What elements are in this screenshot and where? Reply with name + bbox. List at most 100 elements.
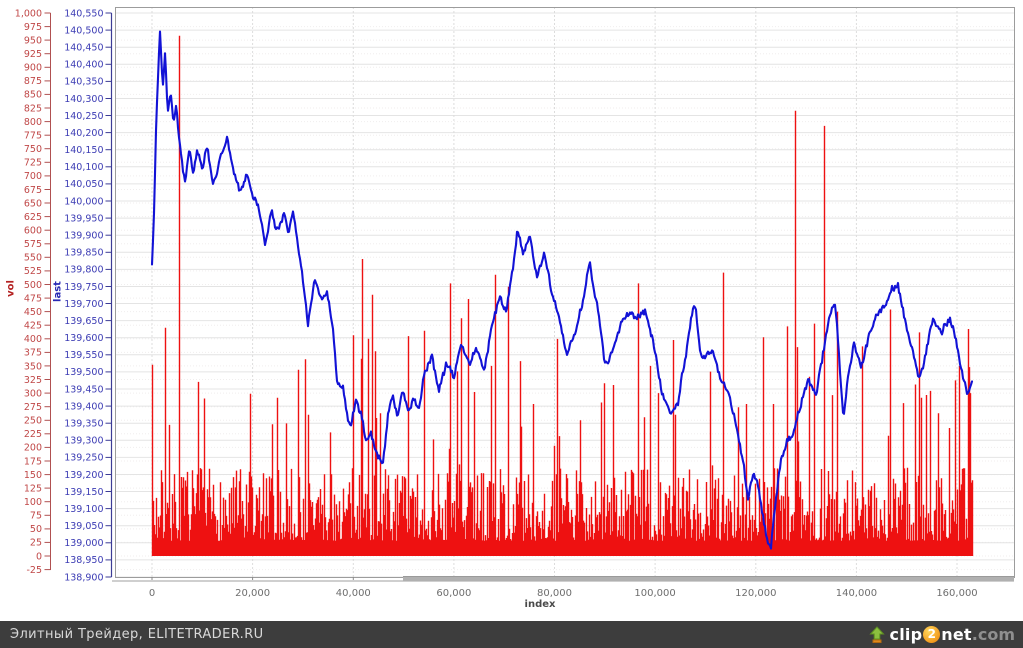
logo-net: net — [941, 625, 972, 644]
h-scrollbar-track[interactable] — [112, 580, 1014, 582]
vol-tick-label: 750 — [24, 144, 42, 155]
last-tick-label: 140,400 — [64, 60, 103, 71]
x-tick-label: 60,000 — [436, 588, 471, 599]
x-tick-label: 0 — [149, 588, 155, 599]
clip2net-logo[interactable]: clip 2 net .com — [868, 621, 1015, 648]
vol-tick-label: 75 — [30, 511, 42, 522]
last-tick-label: 139,000 — [64, 538, 103, 549]
h-scrollbar-thumb[interactable] — [403, 576, 1014, 581]
last-tick-label: 139,350 — [64, 419, 103, 430]
vol-axis: 1,00097595092590087585082580077575072570… — [15, 8, 51, 576]
vol-tick-label: 325 — [24, 375, 42, 386]
last-line-series — [150, 30, 974, 550]
vol-tick-label: 975 — [24, 22, 42, 33]
vol-tick-label: 375 — [24, 348, 42, 359]
watermark-text: Элитный Трейдер, ELITETRADER.RU — [10, 627, 264, 642]
logo-two: 2 — [927, 627, 936, 641]
last-tick-label: 139,650 — [64, 316, 103, 327]
last-tick-label: 139,200 — [64, 470, 103, 481]
vol-tick-label: 275 — [24, 402, 42, 413]
last-tick-label: 138,950 — [64, 555, 103, 566]
gridlines — [115, 7, 1014, 578]
last-tick-label: 139,950 — [64, 213, 103, 224]
vol-tick-label: 675 — [24, 185, 42, 196]
last-tick-label: 140,200 — [64, 128, 103, 139]
last-tick-label: 139,850 — [64, 248, 103, 259]
vol-tick-label: 900 — [24, 63, 42, 74]
vol-tick-label: 25 — [30, 538, 42, 549]
last-tick-label: 140,550 — [64, 8, 103, 19]
vol-tick-label: 700 — [24, 171, 42, 182]
last-tick-label: 139,500 — [64, 367, 103, 378]
vol-tick-label: 475 — [24, 293, 42, 304]
last-tick-label: 140,350 — [64, 77, 103, 88]
last-axis: 140,550 140,500 140,450 140,400 140,350 140,3… — [64, 8, 113, 583]
vol-tick-label: 250 — [24, 416, 42, 427]
vol-tick-label: 500 — [24, 280, 42, 291]
vol-tick-label: 125 — [24, 483, 42, 494]
x-tick-label: 20,000 — [235, 588, 270, 599]
last-tick-label: 139,450 — [64, 384, 103, 395]
last-tick-label: 139,250 — [64, 453, 103, 464]
vol-tick-label: 525 — [24, 266, 42, 277]
vol-tick-label: -25 — [26, 565, 42, 576]
last-tick-label: 140,300 — [64, 94, 103, 105]
last-tick-label: 139,150 — [64, 487, 103, 498]
last-tick-label: 139,600 — [64, 333, 103, 344]
vol-tick-label: 50 — [30, 524, 42, 535]
last-tick-label: 140,000 — [64, 196, 103, 207]
vol-tick-label: 825 — [24, 103, 42, 114]
last-tick-label: 140,050 — [64, 179, 103, 190]
last-axis-title: last — [52, 281, 64, 302]
vol-tick-label: 225 — [24, 429, 42, 440]
logo-clip: clip — [889, 625, 923, 644]
last-tick-label: 139,800 — [64, 265, 103, 276]
vol-tick-label: 400 — [24, 334, 42, 345]
x-tick-label: 140,000 — [836, 588, 877, 599]
vol-tick-label: 450 — [24, 307, 42, 318]
vol-tick-label: 0 — [36, 551, 42, 562]
last-tick-label: 140,250 — [64, 111, 103, 122]
last-tick-label: 139,900 — [64, 231, 103, 242]
vol-tick-label: 150 — [24, 470, 42, 481]
vol-tick-label: 950 — [24, 35, 42, 46]
x-tick-label: 40,000 — [336, 588, 371, 599]
x-tick-label: 80,000 — [537, 588, 572, 599]
vol-tick-label: 300 — [24, 388, 42, 399]
vol-tick-label: 775 — [24, 131, 42, 142]
vol-tick-label: 100 — [24, 497, 42, 508]
logo-two-badge: 2 — [923, 626, 941, 643]
vol-tick-label: 800 — [24, 117, 42, 128]
vol-tick-label: 850 — [24, 90, 42, 101]
vol-tick-label: 725 — [24, 158, 42, 169]
vol-tick-label: 200 — [24, 443, 42, 454]
vol-tick-label: 600 — [24, 226, 42, 237]
vol-tick-label: 350 — [24, 361, 42, 372]
vol-tick-label: 650 — [24, 198, 42, 209]
last-tick-label: 139,400 — [64, 401, 103, 412]
last-tick-label: 138,900 — [64, 572, 103, 583]
vol-tick-label: 1,000 — [15, 8, 42, 19]
upload-arrow-icon — [868, 625, 885, 643]
footer-bar: Элитный Трейдер, ELITETRADER.RU clip 2 net… — [0, 621, 1023, 648]
x-tick-label: 160,000 — [936, 588, 977, 599]
last-tick-label: 139,700 — [64, 299, 103, 310]
last-tick-label: 140,500 — [64, 25, 103, 36]
x-axis-title: index — [524, 599, 556, 610]
vol-tick-label: 925 — [24, 49, 42, 60]
vol-tick-label: 875 — [24, 76, 42, 87]
last-tick-label: 139,300 — [64, 436, 103, 447]
vol-tick-label: 625 — [24, 212, 42, 223]
vol-tick-label: 575 — [24, 239, 42, 250]
last-tick-label: 140,450 — [64, 43, 103, 54]
vol-axis-title: vol — [5, 280, 17, 297]
vol-tick-label: 175 — [24, 456, 42, 467]
plot-svg: 1,00097595092590087585082580077575072570… — [15, 7, 1015, 599]
last-tick-label: 139,750 — [64, 282, 103, 293]
x-tick-label: 120,000 — [735, 588, 776, 599]
vol-bars-series — [151, 35, 974, 556]
last-tick-label: 140,150 — [64, 145, 103, 156]
price-volume-chart-panel: 1,000 975 950 925 900 875 850 825 800 775 750 725 70… — [5, 7, 1015, 610]
last-tick-label: 140,100 — [64, 162, 103, 173]
